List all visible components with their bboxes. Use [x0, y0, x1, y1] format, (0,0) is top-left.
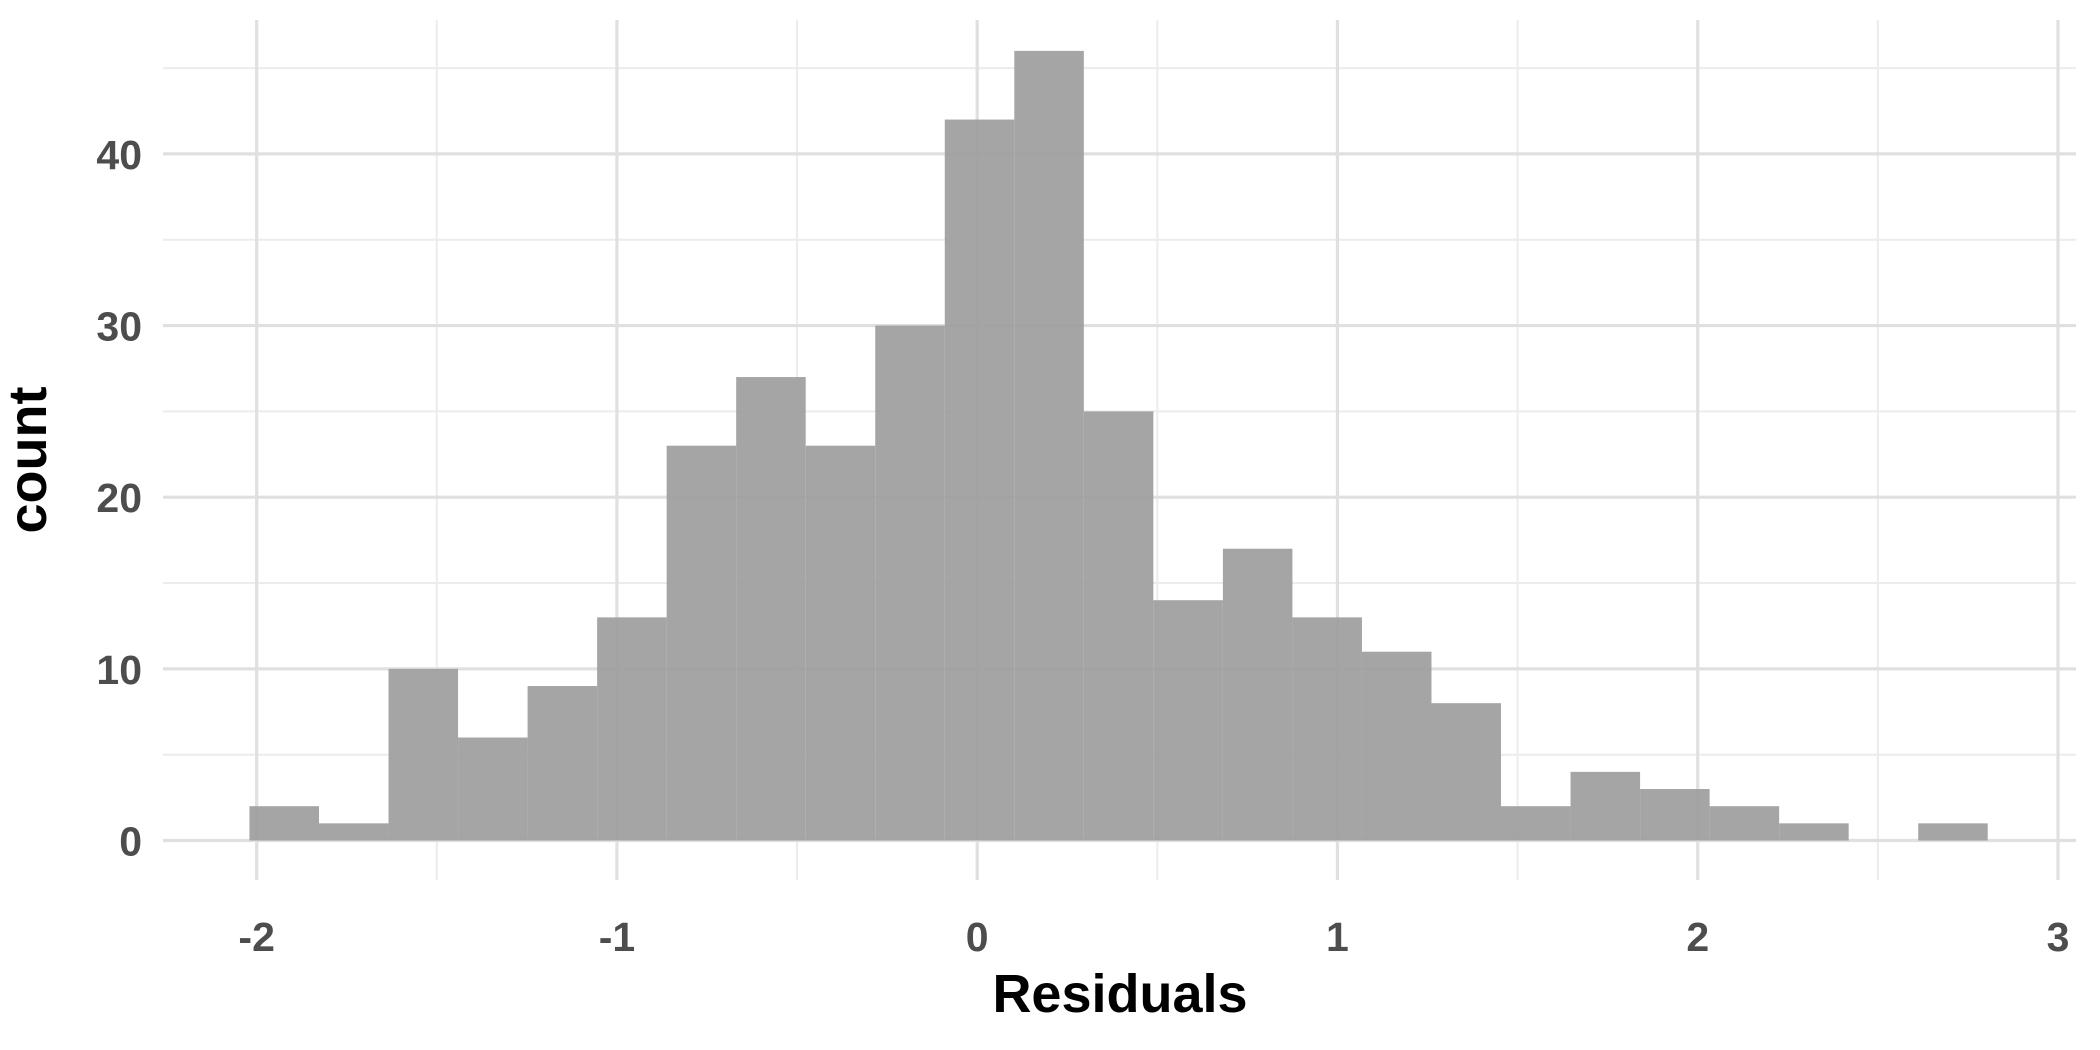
histogram-bar [1709, 806, 1780, 841]
y-axis-tick-labels: 0 10 20 30 40 [96, 132, 142, 865]
histogram-bar [1083, 411, 1154, 841]
histogram-bars [249, 50, 1988, 841]
histogram-bar [1361, 651, 1432, 841]
y-tick-label: 30 [96, 304, 142, 350]
histogram-bar [1431, 703, 1502, 841]
x-tick-label: 1 [1326, 914, 1349, 960]
x-tick-label: 2 [1686, 914, 1709, 960]
histogram-bar [527, 686, 598, 841]
histogram-bar [1014, 50, 1084, 841]
histogram-bar [1918, 823, 1988, 841]
x-axis-title: Residuals [992, 964, 1247, 1024]
x-axis-tick-labels: -2 -1 0 1 2 3 [238, 914, 2069, 960]
histogram-bar [944, 119, 1015, 841]
histogram-bar [1501, 806, 1571, 841]
y-tick-label: 10 [96, 647, 142, 693]
x-tick-label: 3 [2047, 914, 2070, 960]
histogram-bar [1153, 600, 1223, 841]
x-tick-label: -1 [599, 914, 635, 960]
x-tick-label: -2 [238, 914, 274, 960]
histogram-bar [736, 377, 806, 841]
histogram-bar [1640, 789, 1710, 841]
histogram-bar [318, 823, 389, 841]
histogram-bar [805, 445, 876, 841]
histogram-bar [597, 617, 667, 841]
y-tick-label: 0 [119, 819, 142, 865]
y-tick-label: 40 [96, 132, 142, 178]
histogram-bar [458, 737, 528, 841]
y-tick-label: 20 [96, 475, 142, 521]
x-tick-label: 0 [966, 914, 989, 960]
histogram-bar [1292, 617, 1362, 841]
y-axis-title: count [0, 387, 58, 534]
histogram-bar [1222, 548, 1293, 841]
histogram-bar [1570, 771, 1641, 841]
histogram-bar [249, 806, 319, 841]
histogram-bar [875, 325, 945, 841]
histogram-bar [1779, 823, 1849, 841]
histogram-bar [388, 668, 459, 841]
histogram-bar [666, 445, 737, 841]
